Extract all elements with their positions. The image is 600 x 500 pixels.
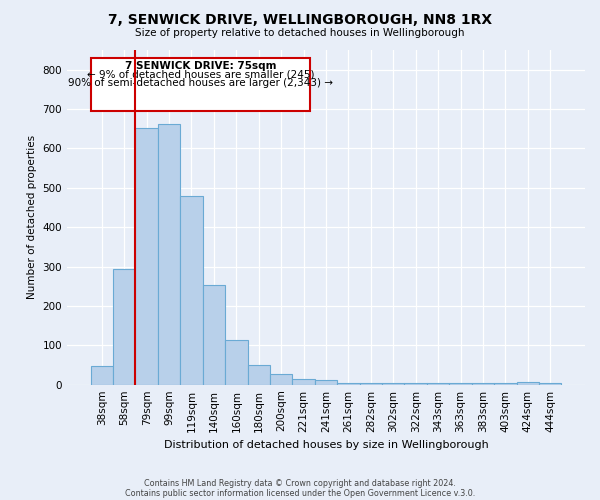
Bar bbox=[180, 196, 203, 384]
FancyBboxPatch shape bbox=[91, 58, 310, 111]
Bar bbox=[472, 382, 494, 384]
Bar bbox=[248, 366, 270, 384]
Bar bbox=[158, 124, 180, 384]
Bar bbox=[427, 382, 449, 384]
Bar bbox=[315, 380, 337, 384]
Text: 90% of semi-detached houses are larger (2,343) →: 90% of semi-detached houses are larger (… bbox=[68, 78, 333, 88]
Bar bbox=[517, 382, 539, 384]
Bar bbox=[404, 382, 427, 384]
Bar bbox=[449, 382, 472, 384]
X-axis label: Distribution of detached houses by size in Wellingborough: Distribution of detached houses by size … bbox=[164, 440, 488, 450]
Text: Contains HM Land Registry data © Crown copyright and database right 2024.: Contains HM Land Registry data © Crown c… bbox=[144, 478, 456, 488]
Bar bbox=[292, 379, 315, 384]
Y-axis label: Number of detached properties: Number of detached properties bbox=[27, 136, 37, 300]
Bar bbox=[91, 366, 113, 384]
Bar bbox=[136, 128, 158, 384]
Text: 7 SENWICK DRIVE: 75sqm: 7 SENWICK DRIVE: 75sqm bbox=[125, 61, 276, 71]
Bar bbox=[494, 382, 517, 384]
Bar bbox=[539, 382, 562, 384]
Text: Contains public sector information licensed under the Open Government Licence v.: Contains public sector information licen… bbox=[125, 488, 475, 498]
Text: Size of property relative to detached houses in Wellingborough: Size of property relative to detached ho… bbox=[135, 28, 465, 38]
Bar bbox=[113, 270, 136, 384]
Bar bbox=[337, 382, 359, 384]
Text: 7, SENWICK DRIVE, WELLINGBOROUGH, NN8 1RX: 7, SENWICK DRIVE, WELLINGBOROUGH, NN8 1R… bbox=[108, 12, 492, 26]
Bar bbox=[225, 340, 248, 384]
Bar bbox=[382, 382, 404, 384]
Bar bbox=[270, 374, 292, 384]
Text: ← 9% of detached houses are smaller (245): ← 9% of detached houses are smaller (245… bbox=[87, 70, 314, 80]
Bar bbox=[359, 382, 382, 384]
Bar bbox=[203, 284, 225, 384]
